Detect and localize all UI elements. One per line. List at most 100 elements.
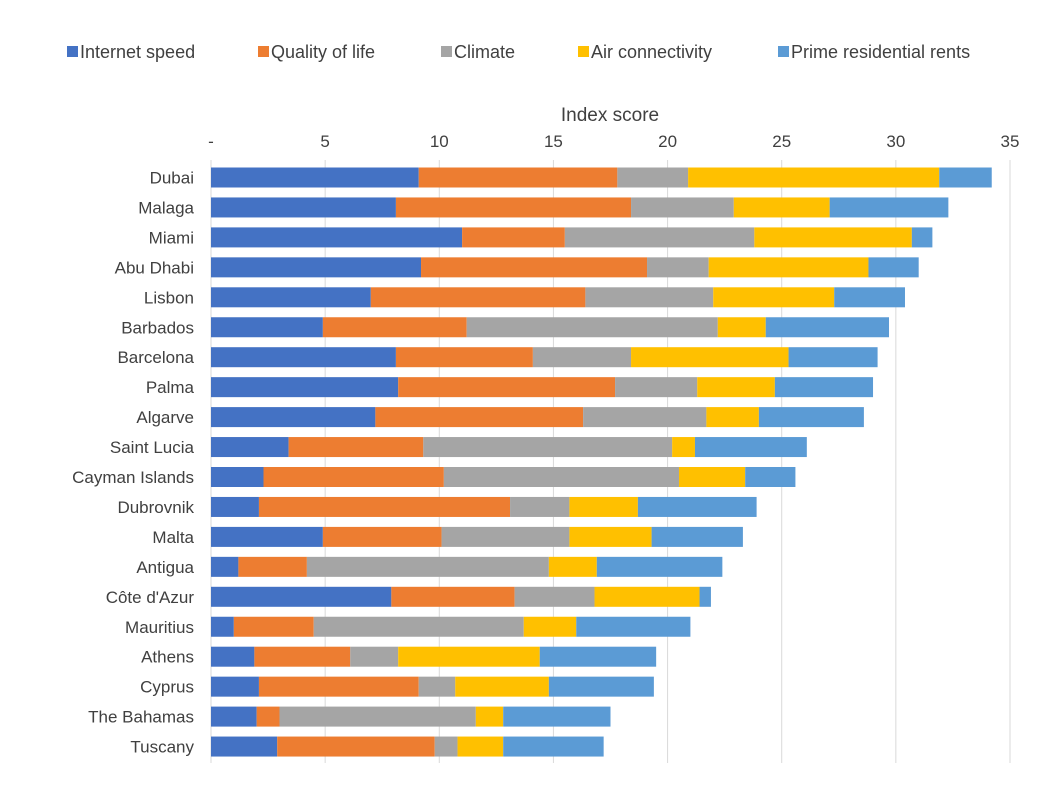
bar-segment (829, 197, 949, 218)
legend-label: Prime residential rents (791, 42, 970, 62)
bar-segment (585, 287, 714, 308)
bar-segment (939, 167, 992, 188)
bar-segment (637, 496, 757, 517)
bar-segment (708, 257, 869, 278)
bar-segment (462, 227, 565, 248)
bar-segment (868, 257, 919, 278)
category-label: Antigua (136, 558, 194, 577)
bar-segment (576, 616, 691, 637)
category-label: Malaga (138, 198, 194, 217)
bar-segment (647, 257, 709, 278)
bar-segment (306, 556, 549, 577)
x-tick-label: 10 (430, 132, 449, 151)
legend-swatch (778, 46, 789, 57)
bar-segment (421, 257, 648, 278)
category-label: Tuscany (130, 738, 194, 757)
bar-segment (441, 526, 570, 547)
bar-segment (788, 347, 878, 368)
bar-segment (258, 676, 419, 697)
legend-swatch (441, 46, 452, 57)
x-tick-label: 20 (658, 132, 677, 151)
bar-segment (211, 736, 278, 757)
bar-segment (466, 317, 718, 338)
category-labels: Dubai Malaga Miami Abu Dhabi Lisbon Barbados B… (72, 169, 194, 757)
bar-segment (398, 646, 540, 667)
bar-segment (615, 377, 698, 398)
bar-segment (288, 437, 424, 458)
bar-segment (211, 646, 255, 667)
bar-segment (395, 347, 533, 368)
category-label: Algarve (136, 408, 194, 427)
category-label: Cyprus (140, 678, 194, 697)
bar-segment (745, 467, 796, 487)
bar-segment (233, 616, 314, 637)
bar-segment (475, 706, 504, 727)
x-tick-label: 15 (544, 132, 563, 151)
bar-segment (733, 197, 830, 218)
bar-segment (211, 347, 396, 368)
bar-segment (211, 496, 259, 517)
category-label: Cayman Islands (72, 468, 194, 487)
bar-segment (694, 437, 807, 458)
bar-segment (418, 676, 456, 697)
bar-segment (569, 526, 652, 547)
bar-segment (758, 407, 864, 428)
bar-segment (596, 556, 723, 577)
bar-segment (277, 736, 435, 757)
bar-segment (514, 586, 595, 607)
bar-segment (631, 197, 734, 218)
bar-segment (699, 586, 711, 607)
x-tick-label: 5 (320, 132, 329, 151)
bar-segment (211, 526, 323, 547)
category-label: Barbados (121, 318, 194, 337)
bar-segment (258, 496, 511, 517)
bar-segment (911, 227, 933, 248)
bar-segment (279, 706, 476, 727)
legend-label: Climate (454, 42, 515, 62)
bar-segment (697, 377, 775, 398)
bar-segment (688, 167, 940, 188)
bar-segment (548, 556, 597, 577)
bar-segment (398, 377, 616, 398)
bar-segment (539, 646, 657, 667)
legend-swatch (578, 46, 589, 57)
bar-segment (457, 736, 504, 757)
bar-segment (211, 676, 259, 697)
bar-segment (211, 556, 239, 577)
bar-segment (774, 377, 874, 398)
bar-segment (370, 287, 586, 308)
bar-segment (322, 317, 467, 338)
bar-segment (532, 347, 632, 368)
bar-segment (754, 227, 912, 248)
x-tick-label: 30 (886, 132, 905, 151)
bar-segment (434, 736, 458, 757)
category-label: Miami (149, 228, 194, 247)
category-label: Abu Dhabi (115, 258, 194, 277)
bar-segment (594, 586, 700, 607)
legend-label: Quality of life (271, 42, 375, 62)
category-label: Mauritius (125, 618, 194, 637)
x-tick-label: 25 (772, 132, 791, 151)
bar-segment (322, 526, 442, 547)
category-label: Dubrovnik (117, 498, 194, 517)
legend-swatch (67, 46, 78, 57)
bar-segment (617, 167, 689, 188)
bar-segment (443, 467, 679, 487)
category-label: The Bahamas (88, 708, 194, 727)
bar-segment (211, 437, 289, 458)
bar-segment (211, 377, 399, 398)
bar-segment (834, 287, 905, 308)
bar-segment (672, 437, 695, 458)
category-label: Athens (141, 648, 194, 667)
legend-label: Air connectivity (591, 42, 712, 62)
bar-segment (503, 736, 604, 757)
bar-segment (569, 496, 638, 517)
bar-segment (678, 467, 746, 487)
x-axis-title: Index score (561, 105, 659, 126)
bar-segment (211, 197, 396, 218)
bar-segment (510, 496, 570, 517)
legend-swatch (258, 46, 269, 57)
bar-segment (211, 167, 419, 188)
x-tick-label: 35 (1001, 132, 1020, 151)
